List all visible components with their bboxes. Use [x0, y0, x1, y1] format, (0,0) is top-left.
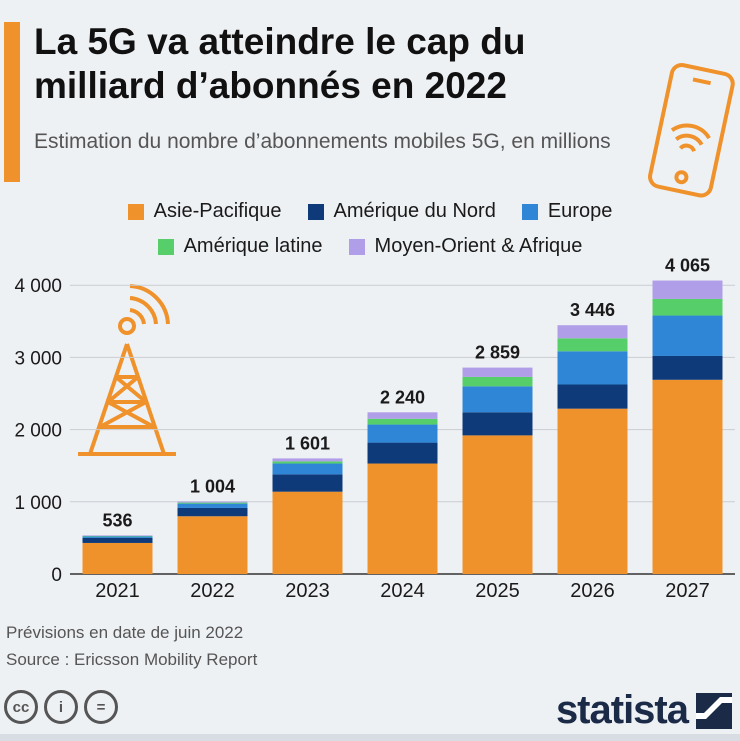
x-tick-label: 2023: [285, 580, 330, 602]
x-tick-label: 2026: [570, 580, 615, 602]
bar-segment: [557, 408, 628, 574]
bar-segment: [557, 338, 628, 352]
brand-name: statista: [555, 688, 689, 732]
legend-row: Amérique latine Moyen-Orient & Afrique: [60, 235, 680, 258]
legend-item-europe: Europe: [521, 200, 613, 223]
x-tick-label: 2024: [380, 580, 425, 602]
statista-mark-icon: [696, 692, 732, 729]
bottom-strip: [0, 734, 740, 741]
chart-footnote: Prévisions en date de juin 2022 Source :…: [6, 619, 257, 673]
bar-segment: [367, 424, 438, 443]
bar-segment: [272, 458, 343, 462]
legend-label: Asie-Pacifique: [153, 200, 282, 222]
legend-swatch: [307, 203, 324, 220]
bar-segment: [557, 384, 628, 409]
bar-segment: [272, 461, 343, 464]
statista-logo[interactable]: statista: [556, 688, 732, 733]
legend-swatch: [348, 238, 365, 255]
total-label: 1 601: [285, 433, 330, 453]
x-tick-label: 2021: [95, 580, 140, 602]
x-tick-label: 2025: [475, 580, 520, 602]
bar-segment: [462, 367, 533, 377]
bar-segment: [367, 418, 438, 425]
bar-segment: [652, 355, 723, 380]
bar-segment: [367, 412, 438, 419]
bar-segment: [462, 412, 533, 436]
legend-item-asie-pacifique: Asie-Pacifique: [127, 200, 282, 223]
bar-segment: [82, 536, 153, 538]
legend-swatch: [157, 238, 174, 255]
bar-segment: [462, 376, 533, 387]
bar-segment: [462, 435, 533, 574]
legend-label: Europe: [547, 200, 613, 222]
total-label: 1 004: [190, 477, 235, 497]
legend-label: Amérique latine: [183, 235, 323, 257]
license-icons: cc i =: [4, 690, 118, 724]
bar-segment: [177, 501, 248, 503]
bar-segment: [82, 542, 153, 574]
total-label: 4 065: [665, 256, 710, 276]
bar-segment: [652, 315, 723, 356]
total-label: 536: [102, 510, 132, 530]
bar-segment: [177, 503, 248, 508]
total-label: 2 240: [380, 387, 425, 407]
legend-swatch: [521, 203, 538, 220]
y-tick-label: 4 000: [14, 276, 62, 297]
legend-item-moyen-orient-afrique: Moyen-Orient & Afrique: [348, 235, 583, 258]
bar-segment: [652, 298, 723, 316]
bar-segment: [82, 535, 153, 536]
bar-segment: [652, 379, 723, 574]
bar-segment: [652, 280, 723, 299]
bar-segment: [557, 351, 628, 385]
bar-segment: [272, 474, 343, 492]
y-tick-label: 1 000: [14, 493, 62, 514]
x-tick-label: 2027: [665, 580, 710, 602]
bar-segment: [177, 516, 248, 574]
bar-segment: [367, 442, 438, 464]
bar-segment: [177, 502, 248, 504]
source-note: Source : Ericsson Mobility Report: [6, 650, 258, 669]
y-tick-label: 3 000: [14, 348, 62, 369]
chart-legend: Asie-Pacifique Amérique du Nord Europe A…: [60, 200, 680, 270]
legend-item-amerique-du-nord: Amérique du Nord: [307, 200, 496, 223]
bar-segment: [177, 507, 248, 517]
chart-subtitle: Estimation du nombre d’abonnements mobil…: [34, 130, 611, 153]
bar-segment: [82, 535, 153, 537]
legend-swatch: [127, 203, 144, 220]
bar-segment: [462, 386, 533, 413]
bar-segment: [272, 463, 343, 475]
cc-icon[interactable]: cc: [4, 690, 38, 724]
stacked-bar-chart: 0 1 000 2 000 3 000 4 000 536 2021 1 004 2022 1 6…: [14, 256, 735, 602]
bar-segment: [82, 537, 153, 543]
x-tick-label: 2022: [190, 580, 235, 602]
y-tick-label: 2 000: [14, 421, 62, 442]
total-label: 2 859: [475, 343, 520, 363]
forecast-note: Prévisions en date de juin 2022: [6, 623, 244, 642]
by-icon[interactable]: i: [44, 690, 78, 724]
title-accent-bar: [4, 22, 20, 182]
legend-row: Asie-Pacifique Amérique du Nord Europe: [60, 200, 680, 223]
legend-label: Moyen-Orient & Afrique: [374, 235, 583, 257]
total-label: 3 446: [570, 300, 615, 320]
nd-icon[interactable]: =: [84, 690, 118, 724]
bar-segment: [557, 325, 628, 339]
antenna-tower-icon: [78, 284, 176, 456]
chart-title: La 5G va atteindre le cap du milliard d’…: [34, 21, 526, 106]
y-tick-label: 0: [51, 565, 62, 586]
bar-segment: [367, 463, 438, 574]
smartphone-wifi-icon: [648, 63, 735, 198]
bar-segment: [272, 491, 343, 574]
legend-label: Amérique du Nord: [333, 200, 496, 222]
legend-item-amerique-latine: Amérique latine: [157, 235, 323, 258]
